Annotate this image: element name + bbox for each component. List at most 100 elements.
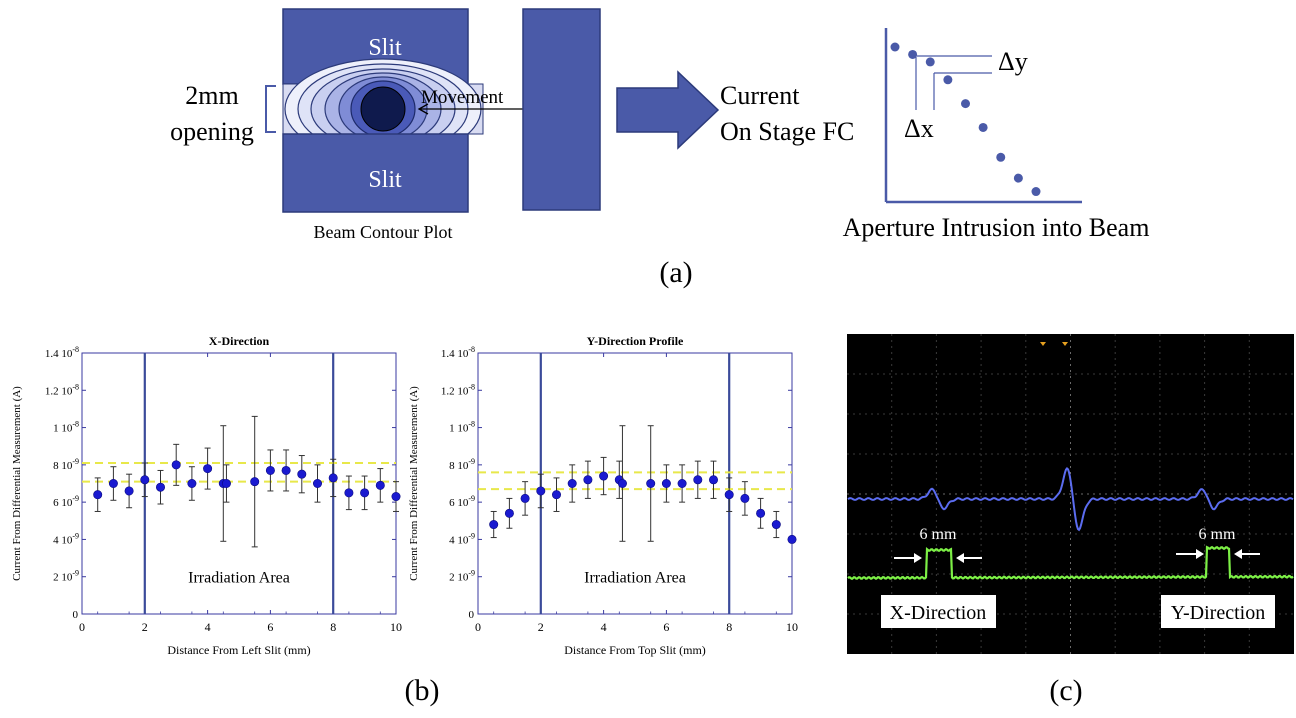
data-point xyxy=(221,478,231,488)
data-point xyxy=(140,475,150,485)
six-mm-label-left: 6 mm xyxy=(920,526,957,543)
data-point xyxy=(187,478,197,488)
arrow-left-icon xyxy=(956,553,964,563)
y-tick-label: 4 10-9 xyxy=(449,531,475,546)
data-point xyxy=(203,464,213,474)
x-direction-box xyxy=(881,595,996,628)
x-tick-label: 2 xyxy=(142,620,148,634)
y-tick-label: 2 10-9 xyxy=(53,569,79,584)
current-label-line1: Current xyxy=(720,81,800,110)
data-point xyxy=(171,460,181,470)
data-point xyxy=(708,475,718,485)
data-point xyxy=(93,490,103,500)
x-tick-label: 4 xyxy=(601,620,607,634)
caption-c: (c) xyxy=(1049,674,1082,707)
y-direction-box xyxy=(1161,595,1275,628)
data-point xyxy=(108,478,118,488)
plot-title: Y-Direction Profile xyxy=(587,334,684,348)
y-axis-label: Current From Differential Measurement (A… xyxy=(11,386,23,581)
schematic-point xyxy=(943,75,953,85)
data-point xyxy=(617,478,627,488)
aperture-block xyxy=(522,8,601,211)
current-label-line2: On Stage FC xyxy=(720,117,854,146)
x-tick-label: 0 xyxy=(79,620,85,634)
opening-bracket xyxy=(265,85,276,133)
y-tick-label: 1.2 10-8 xyxy=(441,382,475,397)
y-tick-label: 8 10-9 xyxy=(449,457,475,472)
data-point xyxy=(360,488,370,498)
panel-b: 0 2 10-9 4 10-9 6 10-9 8 10-9 1 10-8 1.2 10-8 1… xyxy=(11,334,798,707)
x-tick-label: 0 xyxy=(475,620,481,634)
data-point xyxy=(661,478,671,488)
schematic-point xyxy=(1013,173,1023,183)
data-point xyxy=(771,520,781,530)
y-direction-plot: 0 2 10-9 4 10-9 6 10-9 8 10-9 1 10-8 1.2 10-8 1… xyxy=(408,334,798,657)
caption-b: (b) xyxy=(405,674,440,707)
data-point xyxy=(504,508,514,518)
delta-y-label: Δy xyxy=(998,47,1028,76)
schematic-point xyxy=(961,99,970,109)
blue-signal-trace xyxy=(847,466,1294,532)
data-point xyxy=(297,469,307,479)
data-point xyxy=(265,465,275,475)
y-tick-label: 0 xyxy=(73,609,79,621)
x-tick-label: 10 xyxy=(390,620,402,634)
arrow-right-icon xyxy=(1196,549,1204,559)
data-point xyxy=(583,475,593,485)
movement-label: Movement xyxy=(421,87,504,108)
data-point xyxy=(375,480,385,490)
data-point xyxy=(693,475,703,485)
data-point xyxy=(328,473,338,483)
y-tick-label: 6 10-9 xyxy=(449,494,475,509)
irradiation-area-label: Irradiation Area xyxy=(188,569,290,586)
six-mm-label-right: 6 mm xyxy=(1199,526,1236,543)
y-tick-label: 4 10-9 xyxy=(53,531,79,546)
x-tick-label: 8 xyxy=(726,620,732,634)
y-tick-label: 1.2 10-8 xyxy=(45,382,79,397)
slit-bottom-label: Slit xyxy=(368,167,402,193)
delta-x-label: Δx xyxy=(904,114,934,143)
data-point xyxy=(599,471,609,481)
data-point xyxy=(391,492,401,502)
slit-bottom-block xyxy=(282,133,469,213)
y-tick-label: 0 xyxy=(469,609,475,621)
x-tick-label: 6 xyxy=(267,620,273,634)
opening-label-line1: 2mm xyxy=(185,81,238,110)
caption-a: (a) xyxy=(659,256,692,289)
data-point xyxy=(344,488,354,498)
data-point xyxy=(724,490,734,500)
data-point xyxy=(536,486,546,496)
y-tick-label: 6 10-9 xyxy=(53,494,79,509)
x-tick-label: 8 xyxy=(330,620,336,634)
data-point xyxy=(312,478,322,488)
data-point xyxy=(281,465,291,475)
x-tick-label: 6 xyxy=(663,620,669,634)
plot-title: X-Direction xyxy=(209,334,270,348)
y-tick-label: 1.4 10-8 xyxy=(45,345,79,360)
x-axis-label: Distance From Left Slit (mm) xyxy=(167,643,310,657)
schematic-point xyxy=(978,122,988,132)
x-direction-plot: 0 2 10-9 4 10-9 6 10-9 8 10-9 1 10-8 1.2 10-8 1… xyxy=(11,334,402,657)
data-point xyxy=(677,478,687,488)
data-point xyxy=(520,493,530,503)
schematic-point xyxy=(996,152,1006,162)
arrow-left-icon xyxy=(1234,549,1242,559)
aperture-intrusion-label: Aperture Intrusion into Beam xyxy=(843,213,1150,242)
data-point xyxy=(124,486,134,496)
plot-frame xyxy=(477,352,793,615)
process-arrow xyxy=(616,70,720,150)
x-axis-label: Distance From Top Slit (mm) xyxy=(564,643,706,657)
irradiation-area-label: Irradiation Area xyxy=(584,569,686,586)
y-direction-label: Y-Direction xyxy=(1171,602,1265,624)
panel-a: Slit Slit 2mm opening Movement Beam Cont… xyxy=(170,8,1150,289)
data-point xyxy=(567,478,577,488)
arrow-right-icon xyxy=(914,553,922,563)
x-tick-label: 4 xyxy=(205,620,211,634)
panel-c: 6 mm 6 mm X-Direction Y-Direction (c) xyxy=(847,334,1294,707)
x-tick-label: 2 xyxy=(538,620,544,634)
data-point xyxy=(787,534,797,544)
green-signal-trace xyxy=(847,545,1294,581)
data-point xyxy=(756,508,766,518)
y-tick-label: 8 10-9 xyxy=(53,457,79,472)
opening-label-line2: opening xyxy=(170,117,254,146)
